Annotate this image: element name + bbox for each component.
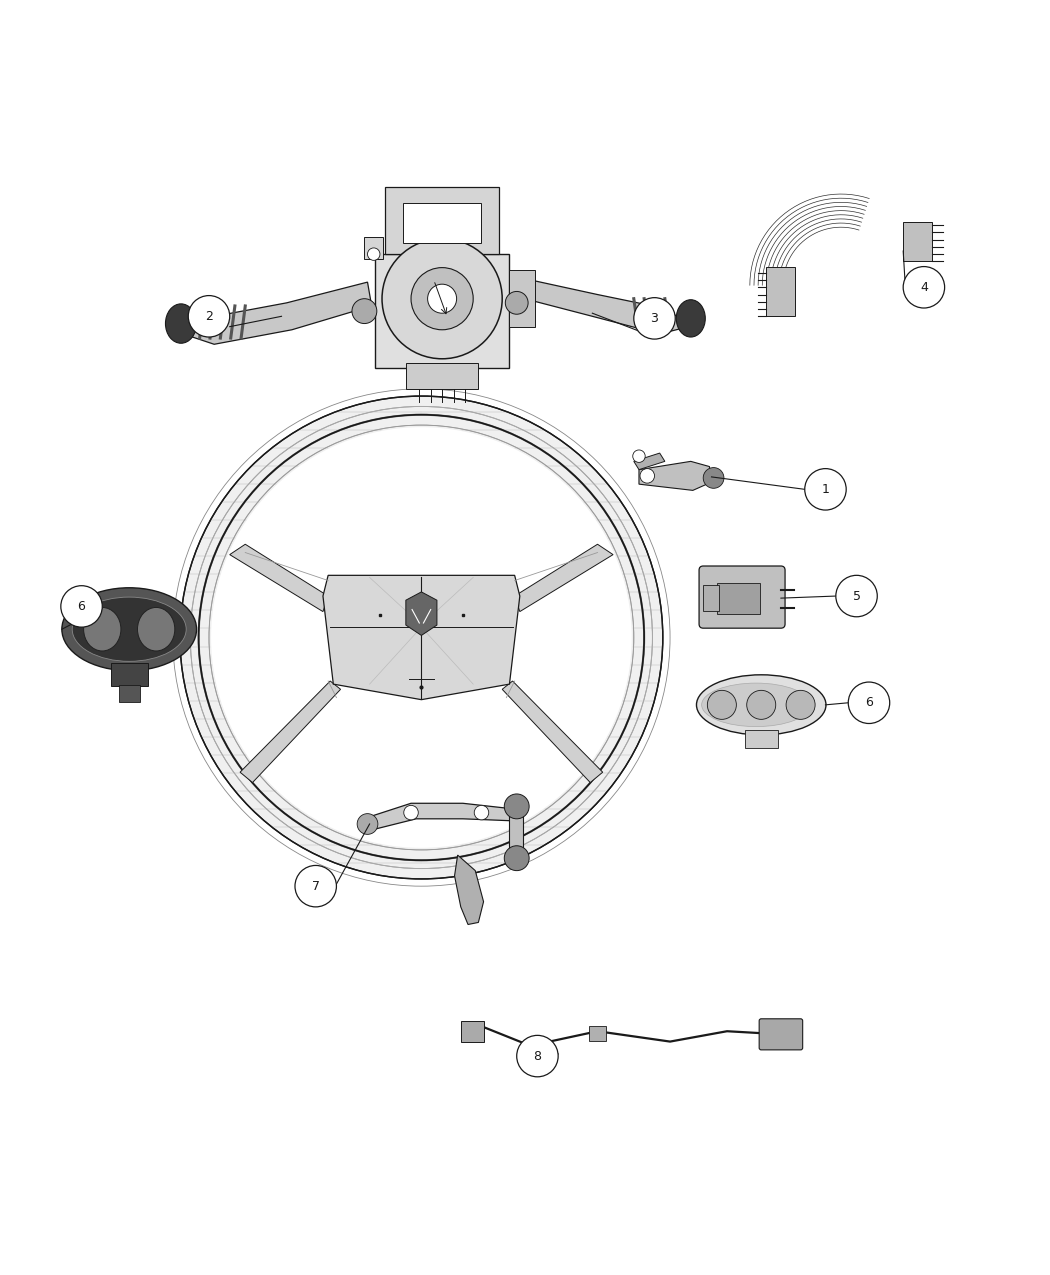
Circle shape (704, 468, 723, 488)
Polygon shape (512, 277, 689, 334)
Circle shape (640, 469, 654, 483)
Bar (461, 1021, 484, 1042)
Ellipse shape (676, 300, 706, 337)
Circle shape (903, 266, 945, 309)
Text: 2: 2 (205, 310, 213, 323)
Bar (744, 729, 778, 748)
Circle shape (786, 690, 815, 719)
Circle shape (708, 690, 736, 719)
Bar (406, 363, 479, 389)
Bar (766, 266, 796, 316)
Circle shape (61, 585, 102, 627)
Text: 8: 8 (533, 1049, 542, 1062)
Circle shape (427, 284, 457, 314)
Bar (110, 663, 148, 686)
Circle shape (634, 297, 675, 339)
Ellipse shape (72, 597, 186, 662)
Circle shape (804, 469, 846, 510)
Circle shape (404, 806, 418, 820)
Ellipse shape (701, 683, 811, 727)
Circle shape (504, 845, 529, 871)
Circle shape (475, 806, 488, 820)
FancyBboxPatch shape (699, 566, 785, 629)
Circle shape (211, 427, 632, 848)
Circle shape (382, 238, 502, 358)
Text: 6: 6 (865, 696, 873, 709)
Ellipse shape (138, 607, 174, 652)
Bar (385, 187, 499, 254)
Bar (903, 222, 932, 261)
Circle shape (633, 450, 645, 463)
Polygon shape (370, 803, 514, 829)
Polygon shape (406, 592, 437, 635)
Bar (589, 1026, 606, 1040)
Polygon shape (639, 462, 712, 491)
Polygon shape (230, 544, 329, 612)
Circle shape (848, 682, 889, 723)
Bar (119, 685, 140, 701)
Circle shape (411, 268, 474, 330)
Ellipse shape (696, 674, 826, 734)
Bar (717, 583, 760, 613)
Circle shape (295, 866, 336, 907)
Circle shape (504, 794, 529, 819)
Bar (375, 254, 509, 368)
Ellipse shape (62, 588, 196, 671)
Bar (509, 270, 536, 326)
Ellipse shape (166, 303, 196, 343)
Polygon shape (634, 453, 665, 469)
Polygon shape (509, 808, 523, 856)
Text: 5: 5 (853, 589, 861, 603)
Polygon shape (323, 575, 520, 700)
Text: 7: 7 (312, 880, 319, 892)
Bar (704, 585, 719, 611)
Bar (364, 237, 383, 259)
FancyBboxPatch shape (759, 1019, 802, 1049)
Text: 4: 4 (920, 280, 928, 293)
Text: 6: 6 (78, 601, 85, 613)
Circle shape (517, 1035, 559, 1077)
Circle shape (505, 292, 528, 314)
Circle shape (368, 247, 380, 260)
Circle shape (836, 575, 878, 617)
Polygon shape (183, 282, 372, 344)
Polygon shape (502, 681, 603, 783)
Text: 3: 3 (651, 312, 658, 325)
Circle shape (352, 298, 377, 324)
Text: 1: 1 (821, 483, 830, 496)
Ellipse shape (84, 607, 121, 652)
Circle shape (180, 397, 663, 878)
Bar (403, 204, 482, 242)
Circle shape (357, 813, 378, 834)
Polygon shape (240, 681, 340, 783)
Circle shape (747, 690, 776, 719)
Circle shape (188, 296, 230, 337)
Polygon shape (455, 856, 484, 924)
Polygon shape (514, 544, 613, 612)
